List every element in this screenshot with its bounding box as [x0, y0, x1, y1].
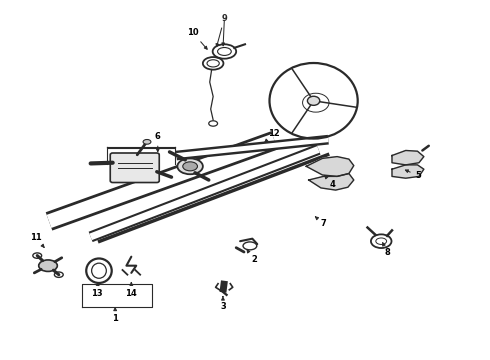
- Text: 4: 4: [325, 175, 335, 189]
- Text: 2: 2: [247, 250, 257, 264]
- Polygon shape: [306, 157, 354, 176]
- Text: 13: 13: [91, 283, 103, 298]
- Text: 5: 5: [405, 170, 421, 180]
- FancyBboxPatch shape: [110, 153, 159, 183]
- Text: 8: 8: [383, 243, 390, 257]
- Text: 11: 11: [30, 233, 44, 247]
- Text: 1: 1: [112, 308, 118, 323]
- Polygon shape: [392, 150, 424, 165]
- Text: 9: 9: [216, 14, 227, 46]
- Polygon shape: [309, 174, 354, 190]
- Ellipse shape: [183, 162, 197, 171]
- Ellipse shape: [307, 96, 320, 105]
- Ellipse shape: [143, 139, 151, 144]
- Text: 14: 14: [125, 283, 137, 298]
- Text: 12: 12: [265, 129, 280, 143]
- Ellipse shape: [39, 260, 57, 271]
- Ellipse shape: [177, 158, 203, 174]
- Text: 6: 6: [155, 132, 161, 152]
- Polygon shape: [392, 165, 424, 178]
- Text: 10: 10: [187, 28, 207, 49]
- Text: 3: 3: [220, 297, 226, 311]
- Text: 7: 7: [316, 217, 326, 229]
